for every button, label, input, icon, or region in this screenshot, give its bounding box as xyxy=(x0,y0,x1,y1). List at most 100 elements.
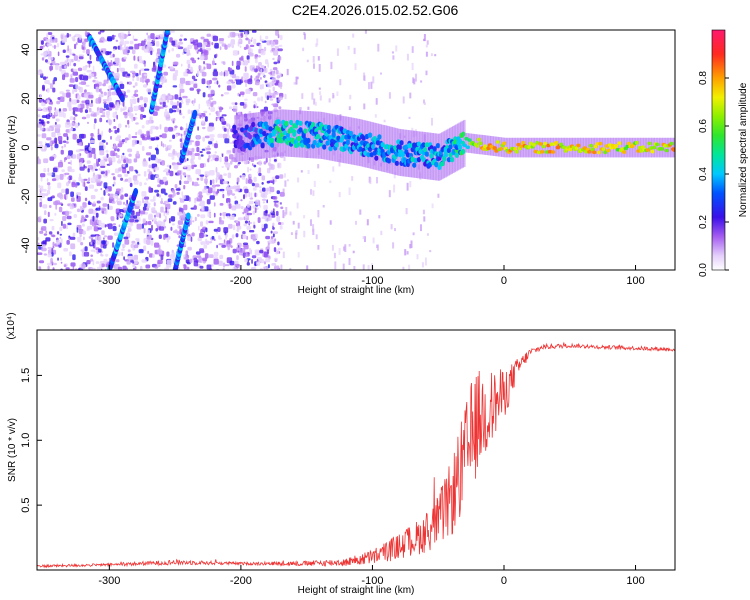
spectrogram-speckle xyxy=(126,81,129,85)
spectrogram-speckle xyxy=(59,233,62,236)
spectrogram-speckle xyxy=(111,34,115,40)
snr-xlabel: Height of straight line (km) xyxy=(298,585,415,596)
spectrogram-speckle xyxy=(195,140,200,146)
spectrogram-speckle xyxy=(169,108,173,114)
spectrogram-carrier-mark xyxy=(440,161,445,167)
spectrogram-speckle xyxy=(317,245,320,250)
spectrogram-speckle xyxy=(253,100,256,104)
snr-y-ticks: 0.51.01.5 xyxy=(20,368,42,513)
spectrogram-speckle xyxy=(265,209,268,214)
spectrogram-speckle xyxy=(158,194,162,198)
spectrogram-speckle xyxy=(214,143,218,149)
spectrogram-speckle xyxy=(110,87,115,90)
spectrogram-speckle xyxy=(184,175,187,178)
spectrogram-speckle xyxy=(163,212,166,217)
spectrogram-speckle xyxy=(231,205,237,211)
spectrogram-carrier-halo xyxy=(537,137,540,158)
spectrogram-speckle xyxy=(71,99,77,105)
spectrogram-speckle xyxy=(402,96,405,104)
spectrogram-speckle xyxy=(237,217,244,221)
spectrogram-speckle xyxy=(41,226,47,231)
spectrogram-speckle xyxy=(129,166,134,172)
spectrogram-speckle xyxy=(77,67,83,72)
spectrogram-carrier-mark xyxy=(334,142,340,148)
spectrogram-speckle xyxy=(252,187,257,191)
spectrogram-speckle xyxy=(130,210,135,216)
spectrogram-speckle xyxy=(74,43,77,50)
spectrogram-carrier-halo xyxy=(502,137,506,158)
spectrogram-speckle xyxy=(229,260,235,266)
spectrogram-speckle xyxy=(119,81,123,85)
spectrogram-speckle xyxy=(47,197,53,202)
spectrogram-speckle xyxy=(73,116,76,121)
spectrogram-speckle xyxy=(143,203,148,207)
spectrogram-speckle xyxy=(113,118,116,122)
spectrogram-speckle xyxy=(92,65,95,72)
spectrogram-speckle xyxy=(172,192,176,197)
spectrogram-xtick-label: 100 xyxy=(626,275,644,287)
spectrogram-speckle xyxy=(169,30,175,33)
spectrogram-speckle xyxy=(183,204,188,211)
spectrogram-speckle xyxy=(212,179,215,184)
spectrogram-speckle xyxy=(181,63,183,67)
spectrogram-speckle xyxy=(136,76,140,82)
spectrogram-speckle xyxy=(91,99,93,104)
spectrogram-speckle xyxy=(178,41,184,45)
spectrogram-speckle xyxy=(78,157,85,164)
spectrogram-speckle xyxy=(134,63,138,69)
spectrogram-speckle xyxy=(247,166,249,173)
spectrogram-speckle xyxy=(425,70,428,76)
spectrogram-carrier-mark xyxy=(663,143,668,148)
spectrogram-speckle xyxy=(141,40,146,47)
spectrogram-speckle xyxy=(162,143,165,148)
spectrogram-speckle xyxy=(91,238,93,243)
spectrogram-speckle xyxy=(56,231,60,235)
spectrogram-speckle xyxy=(56,100,61,105)
spectrogram-speckle xyxy=(216,110,219,117)
spectrogram-speckle xyxy=(103,39,108,42)
spectrogram-speckle xyxy=(99,145,104,152)
spectrogram-speckle xyxy=(37,134,41,137)
spectrogram-speckle xyxy=(162,176,167,182)
spectrogram-carrier-mark xyxy=(276,119,281,125)
spectrogram-speckle xyxy=(232,50,239,56)
spectrogram-speckle xyxy=(140,68,146,72)
spectrogram-speckle xyxy=(244,220,248,224)
spectrogram-carrier-mark xyxy=(617,141,622,145)
spectrogram-speckle xyxy=(182,172,186,176)
spectrogram-carrier-halo xyxy=(617,137,621,158)
spectrogram-speckle xyxy=(146,88,152,93)
spectrogram-speckle xyxy=(159,134,163,138)
spectrogram-speckle xyxy=(282,251,285,259)
spectrogram-speckle xyxy=(87,153,90,159)
spectrogram-speckle xyxy=(148,186,151,192)
spectrogram-speckle xyxy=(268,95,272,98)
spectrogram-speckle xyxy=(37,252,43,255)
spectrogram-speckle xyxy=(272,208,275,212)
spectrogram-speckle xyxy=(265,35,269,40)
spectrogram-speckle xyxy=(182,101,184,104)
spectrogram-speckle xyxy=(143,97,148,103)
spectrogram-speckle xyxy=(163,219,166,223)
spectrogram-speckle xyxy=(331,244,334,251)
spectrogram-speckle xyxy=(246,235,249,240)
spectrogram-speckle xyxy=(179,77,186,84)
spectrogram-carrier-halo xyxy=(374,123,378,170)
spectrogram-speckle xyxy=(169,170,174,177)
spectrogram-speckle xyxy=(262,83,264,90)
spectrogram-speckle xyxy=(166,238,169,243)
spectrogram-speckle xyxy=(92,221,97,227)
spectrogram-speckle xyxy=(126,230,130,237)
spectrogram-ytick-label: 0 xyxy=(20,144,32,150)
spectrogram-speckle xyxy=(81,134,84,139)
spectrogram-speckle xyxy=(155,157,159,163)
snr-ylabel: SNR (10 * v/v) xyxy=(7,418,18,482)
spectrogram-speckle xyxy=(223,71,226,77)
spectrogram-speckle xyxy=(161,133,167,139)
spectrogram-carrier-halo xyxy=(308,111,311,159)
spectrogram-speckle xyxy=(313,63,315,69)
spectrogram-speckle xyxy=(124,114,128,119)
spectrogram-speckle xyxy=(191,161,195,166)
spectrogram-speckle xyxy=(87,225,93,230)
spectrogram-speckle xyxy=(431,117,433,126)
